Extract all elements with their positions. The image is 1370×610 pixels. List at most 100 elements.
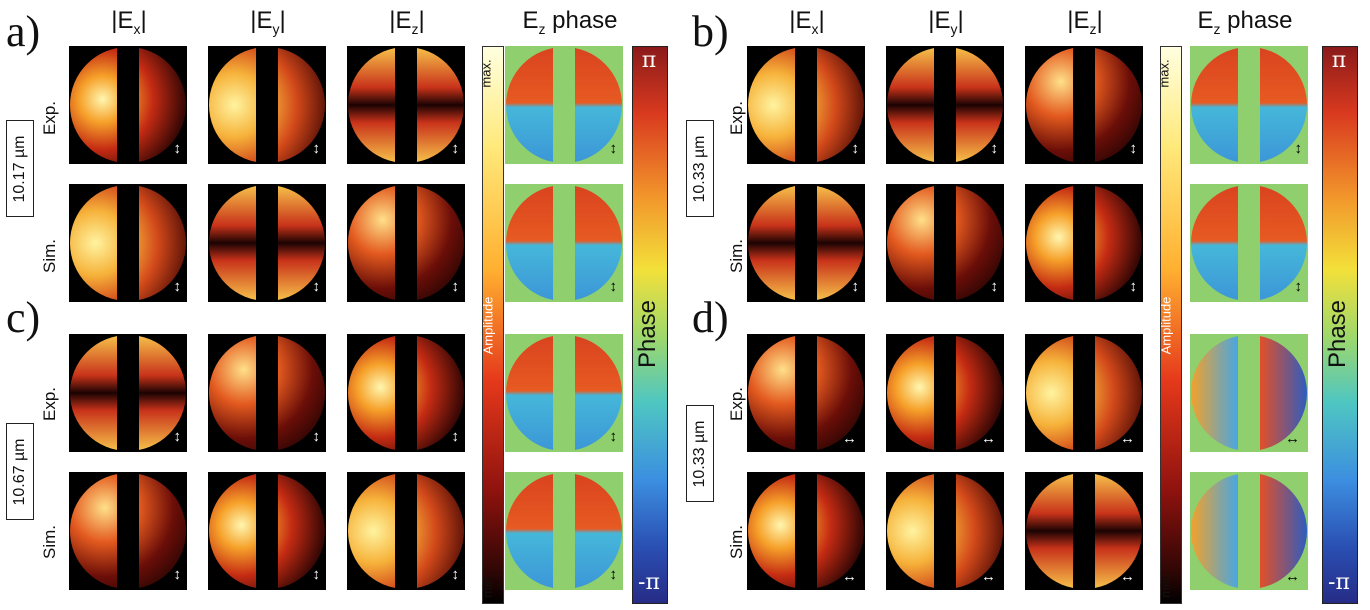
amplitude-map: ↔	[1025, 472, 1143, 590]
amplitude-map: ↕	[69, 46, 187, 164]
panel-label-a: a)	[6, 7, 41, 56]
amplitude-map: ↔	[1025, 334, 1143, 452]
amplitude-map: ↕	[208, 46, 326, 164]
phase-colorbar-left	[632, 46, 668, 604]
amplitude-map: ↕	[886, 46, 1004, 164]
vertical-arrow-icon: ↕	[851, 140, 860, 157]
amplitude-map: ↔	[886, 334, 1004, 452]
col-header-phase: Ez phase	[522, 7, 618, 37]
amplitude-word-right: Amplitude	[1158, 296, 1174, 355]
vertical-arrow-icon: ↕	[990, 278, 999, 295]
horizontal-arrow-icon: ↔	[1285, 430, 1300, 447]
amplitude-map: ↕	[69, 472, 187, 590]
amplitude-map: ↕	[69, 334, 187, 452]
distance-box-a: 10.17 µm	[6, 120, 34, 217]
phase-minus-pi-right: -π	[1328, 570, 1350, 595]
amplitude-map: ↕	[1025, 184, 1143, 302]
phase-map: ↕	[505, 472, 623, 590]
phase-pi-left: π	[641, 48, 657, 73]
vertical-arrow-icon: ↕	[609, 428, 618, 445]
amplitude-map: ↕	[347, 334, 465, 452]
vertical-arrow-icon: ↕	[451, 278, 460, 295]
phase-map: ↕	[505, 46, 623, 164]
vertical-arrow-icon: ↕	[1129, 278, 1138, 295]
amplitude-map: ↔	[747, 334, 865, 452]
amplitude-map: ↕	[208, 334, 326, 452]
amplitude-map: ↕	[747, 184, 865, 302]
vertical-arrow-icon: ↕	[173, 278, 182, 295]
phase-word-left: Phase	[634, 299, 662, 369]
amplitude-min-left: min.	[479, 573, 495, 598]
panel-label-c: c)	[6, 293, 41, 342]
amplitude-map: ↕	[69, 184, 187, 302]
amplitude-word-left: Amplitude	[480, 296, 496, 355]
amplitude-map: ↕	[347, 46, 465, 164]
vertical-arrow-icon: ↕	[609, 566, 618, 583]
vertical-arrow-icon: ↕	[173, 140, 182, 157]
distance-box-b: 10.33 µm	[686, 120, 714, 217]
vertical-arrow-icon: ↕	[451, 428, 460, 445]
panel-label-d: d)	[692, 293, 729, 342]
amplitude-max-right: max.	[1156, 59, 1172, 88]
amplitude-min-right: min.	[1157, 573, 1173, 598]
row-label-exp-c: Exp.	[40, 386, 59, 422]
vertical-arrow-icon: ↕	[312, 566, 321, 583]
phase-word-right: Phase	[1324, 299, 1352, 369]
horizontal-arrow-icon: ↔	[981, 568, 996, 585]
amplitude-map: ↕	[208, 472, 326, 590]
phase-map: ↕	[505, 184, 623, 302]
vertical-arrow-icon: ↕	[173, 566, 182, 583]
vertical-arrow-icon: ↕	[451, 566, 460, 583]
phase-map: ↕	[1190, 46, 1308, 164]
amplitude-map: ↔	[886, 472, 1004, 590]
amplitude-map: ↔	[747, 472, 865, 590]
horizontal-arrow-icon: ↔	[1120, 430, 1135, 447]
col-header-ex-right: |Ex|	[789, 7, 825, 37]
distance-box-d: 10.33 µm	[686, 405, 714, 502]
horizontal-arrow-icon: ↔	[842, 430, 857, 447]
vertical-arrow-icon: ↕	[609, 278, 618, 295]
amplitude-map: ↕	[886, 184, 1004, 302]
col-header-ex: |Ex|	[111, 7, 147, 37]
vertical-arrow-icon: ↕	[173, 428, 182, 445]
row-label-sim-b: Sim.	[727, 239, 746, 273]
amplitude-map: ↕	[208, 184, 326, 302]
horizontal-arrow-icon: ↔	[981, 430, 996, 447]
row-label-exp-d: Exp.	[727, 386, 746, 422]
col-header-ez: |Ez|	[389, 7, 425, 37]
phase-minus-pi-left: -π	[638, 570, 660, 595]
vertical-arrow-icon: ↕	[990, 140, 999, 157]
horizontal-arrow-icon: ↔	[842, 568, 857, 585]
amplitude-map: ↕	[1025, 46, 1143, 164]
phase-map: ↔	[1190, 334, 1308, 452]
amplitude-map: ↕	[747, 46, 865, 164]
phase-pi-right: π	[1331, 48, 1347, 73]
phase-colorbar-right	[1322, 46, 1358, 604]
vertical-arrow-icon: ↕	[609, 140, 618, 157]
distance-box-c: 10.67 µm	[6, 423, 34, 520]
vertical-arrow-icon: ↕	[1294, 278, 1303, 295]
phase-map: ↔	[1190, 472, 1308, 590]
col-header-ey-right: |Ey|	[928, 7, 964, 37]
row-label-sim-d: Sim.	[727, 525, 746, 559]
vertical-arrow-icon: ↕	[1294, 140, 1303, 157]
vertical-arrow-icon: ↕	[451, 140, 460, 157]
row-label-exp-a: Exp.	[40, 100, 59, 136]
col-header-ey: |Ey|	[250, 7, 286, 37]
horizontal-arrow-icon: ↔	[1120, 568, 1135, 585]
horizontal-arrow-icon: ↔	[1285, 568, 1300, 585]
amplitude-map: ↕	[347, 472, 465, 590]
col-header-ez-right: |Ez|	[1067, 7, 1103, 37]
phase-map: ↕	[1190, 184, 1308, 302]
col-header-phase-right: Ez phase	[1197, 7, 1293, 37]
vertical-arrow-icon: ↕	[312, 140, 321, 157]
amplitude-colorbar-left	[482, 46, 504, 604]
row-label-sim-c: Sim.	[40, 525, 59, 559]
row-label-exp-b: Exp.	[727, 100, 746, 136]
vertical-arrow-icon: ↕	[1129, 140, 1138, 157]
amplitude-colorbar-right	[1160, 46, 1182, 604]
panel-label-b: b)	[692, 7, 729, 56]
amplitude-map: ↕	[347, 184, 465, 302]
row-label-sim-a: Sim.	[40, 239, 59, 273]
